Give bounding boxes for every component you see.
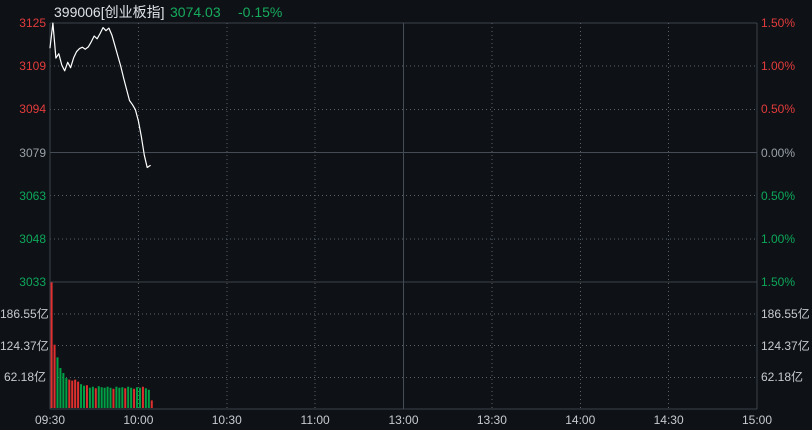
volume-bar [91,386,94,408]
percent-tick-label: 1.50% [761,16,796,30]
time-tick-label: 10:30 [211,413,242,427]
price-tick-label: 3048 [19,231,46,246]
time-tick-label: 13:30 [476,413,507,427]
volume-bar [74,379,77,408]
volume-bar [59,367,62,408]
volume-bar [150,400,153,408]
percent-tick-label: 1.50% [761,275,796,289]
time-tick-label: 14:30 [653,413,684,427]
volume-tick-label: 186.55亿 [761,306,810,321]
volume-bar [53,344,56,408]
volume-bar [85,385,88,408]
volume-bar [97,386,100,408]
volume-tick-label: 186.55亿 [0,306,49,321]
volume-bar [138,387,141,408]
volume-bar [118,387,121,408]
volume-bar [124,388,127,408]
volume-bar [121,387,124,408]
volume-bar [106,386,109,408]
price-tick-label: 3094 [19,102,46,117]
volume-bar [100,387,103,408]
volume-bar [83,385,86,408]
volume-bar [115,386,118,408]
volume-bar [71,380,74,408]
price-tick-label: 3033 [19,275,46,289]
time-tick-label: 09:30 [34,413,66,427]
volume-bar [103,387,106,408]
volume-bar [77,381,80,408]
time-tick-label: 10:00 [123,413,154,427]
percent-tick-label: 0.50% [761,188,796,203]
percent-tick-label: 1.00% [761,59,796,74]
price-tick-label: 3125 [19,16,46,30]
time-tick-label: 13:00 [388,413,419,427]
volume-bar [133,388,136,408]
volume-bar [141,386,144,408]
percent-tick-label: 1.00% [761,231,796,246]
volume-bar [147,389,150,408]
time-tick-label: 11:00 [300,413,330,427]
price-tick-label: 3109 [19,59,46,74]
percent-tick-label: 0.50% [761,102,796,117]
price-tick-label: 3079 [19,145,46,160]
time-tick-label: 14:00 [565,413,596,427]
volume-bar [130,387,133,408]
volume-tick-label: 62.18亿 [761,370,804,385]
volume-bar [56,357,59,408]
volume-bar [68,379,71,408]
volume-bar [136,387,139,408]
volume-bar [65,378,68,408]
time-tick-label: 15:00 [741,413,773,427]
volume-bar [88,387,91,408]
volume-bar [144,388,147,408]
symbol-title: 399006[创业板指] [54,4,165,20]
volume-bar [112,388,115,408]
volume-bar [94,388,97,408]
volume-bar [50,282,53,408]
volume-tick-label: 62.18亿 [3,370,46,385]
percent-tick-label: 0.00% [761,145,796,160]
volume-tick-label: 124.37亿 [0,338,49,353]
volume-bar [80,384,83,408]
last-price: 3074.03 [170,4,221,20]
price-line [49,22,151,169]
volume-bar [62,373,65,408]
volume-bar [109,387,112,408]
price-tick-label: 3063 [19,188,46,203]
volume-bar [127,386,130,408]
change-percent: -0.15% [238,4,283,20]
volume-tick-label: 124.37亿 [761,338,810,353]
